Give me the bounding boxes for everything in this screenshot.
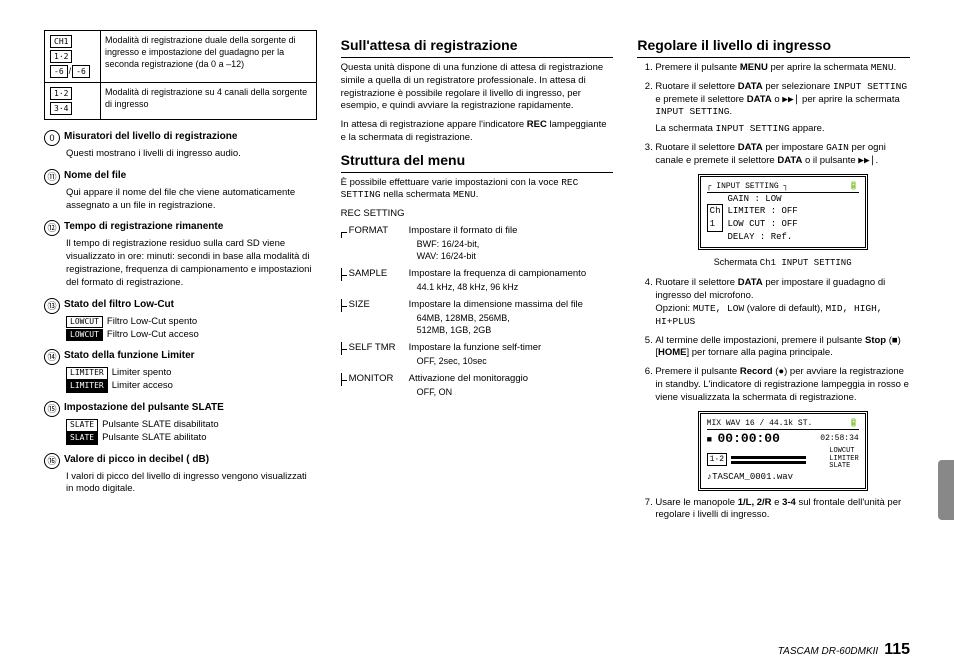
item-16: ⑯Valore di picco in decibel ( dB) I valo…: [44, 453, 317, 497]
lcd1-caption: Schermata Ch1 INPUT SETTING: [655, 256, 910, 269]
step-1: Premere il pulsante MENU per aprire la s…: [655, 62, 910, 75]
item-13: ⑬Stato del filtro Low-Cut LOWCUTFiltro L…: [44, 298, 317, 342]
slate-on-icon: SLATE: [66, 432, 98, 445]
para-attesa-1: Questa unità dispone di una funzione di …: [341, 62, 614, 113]
step-4: Ruotare il selettore DATA per impostare …: [655, 277, 910, 328]
mode-desc-2: Modalità di registrazione su 4 canali de…: [101, 83, 317, 120]
side-tab: [938, 460, 954, 520]
step-7: Usare le manopole 1/L, 2/R e 3-4 sul fro…: [655, 497, 910, 523]
item-12: ⑫Tempo di registrazione rimanente Il tem…: [44, 220, 317, 289]
heading-attesa: Sull'attesa di registrazione: [341, 36, 614, 58]
lowcut-on-icon: LOWCUT: [66, 329, 103, 342]
mode-desc-1: Modalità di registrazione duale della so…: [101, 31, 317, 83]
limiter-off-icon: LIMITER: [66, 367, 108, 380]
mode-icon-dual: CH11·2 -6/-6: [45, 31, 101, 83]
step-6: Premere il pulsante Record (●) per avvia…: [655, 366, 910, 490]
para-struttura: È possibile effettuare varie impostazion…: [341, 177, 614, 203]
heading-regolare: Regolare il livello di ingresso: [637, 36, 910, 58]
limiter-on-icon: LIMITER: [66, 380, 108, 393]
mode-table: CH11·2 -6/-6 Modalità di registrazione d…: [44, 30, 317, 120]
item-15: ⑮Impostazione del pulsante SLATE SLATEPu…: [44, 401, 317, 445]
step-2: Ruotare il selettore DATA per selezionar…: [655, 81, 910, 136]
item-11: ⑪Nome del file Qui appare il nome del fi…: [44, 169, 317, 213]
steps-list: Premere il pulsante MENU per aprire la s…: [637, 62, 910, 522]
mode-icon-4ch: 1·23·4: [45, 83, 101, 120]
item-14: ⑭Stato della funzione Limiter LIMITERLim…: [44, 349, 317, 393]
lcd-recording: MIX WAV 16 / 44.1k ST.🔋 ■ 00:00:00 02:58…: [698, 411, 868, 491]
heading-struttura: Struttura del menu: [341, 151, 614, 173]
menu-tree: REC SETTING FORMATImpostare il formato d…: [341, 208, 614, 398]
para-attesa-2: In attesa di registrazione appare l'indi…: [341, 119, 614, 145]
step-3: Ruotare il selettore DATA per impostare …: [655, 142, 910, 269]
lowcut-off-icon: LOWCUT: [66, 316, 103, 329]
step-5: Al termine delle impostazioni, premere i…: [655, 335, 910, 361]
item-10: 0Misuratori del livello di registrazione…: [44, 130, 317, 161]
slate-off-icon: SLATE: [66, 419, 98, 432]
page-footer: TASCAM DR-60DMKII115: [778, 639, 910, 661]
lcd-input-setting: ┌ INPUT SETTING ┐🔋 Ch1 GAIN : LOW LIMITE…: [698, 174, 868, 251]
